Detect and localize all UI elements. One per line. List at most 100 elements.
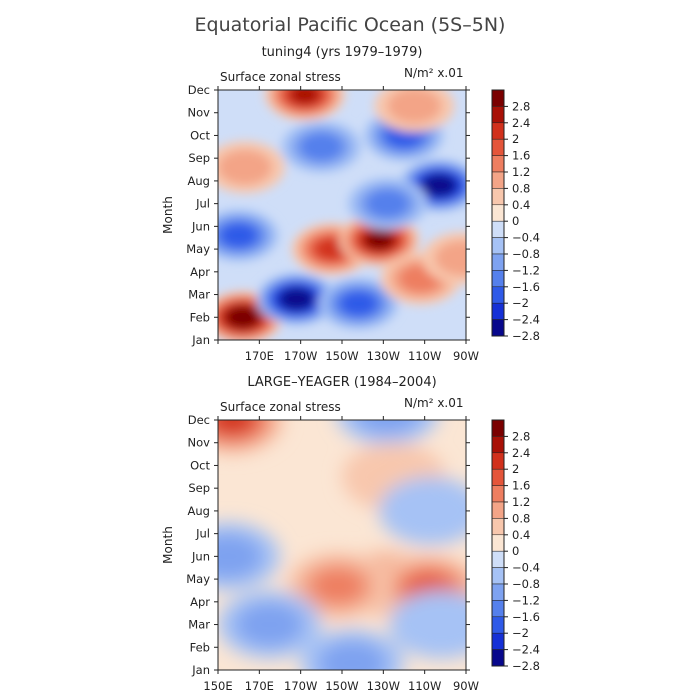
- colorbar-label-11: −1.6: [512, 280, 540, 294]
- panel2-units: N/m² x.01: [404, 396, 464, 410]
- colorbar-swatch-0: [491, 89, 505, 107]
- colorbar-swatch-1: [491, 436, 505, 454]
- colorbar-swatch-11: [491, 270, 505, 288]
- x-tick-label-150w: 150W: [325, 679, 358, 693]
- x-tick-label-130w: 130W: [367, 679, 400, 693]
- colorbar-label-0: 2.8: [512, 99, 530, 113]
- colorbar-swatch-10: [491, 253, 505, 271]
- figure-title: Equatorial Pacific Ocean (5S–5N): [195, 14, 506, 36]
- colorbar-swatch-5: [491, 171, 505, 189]
- colorbar-label-5: 0.8: [512, 511, 530, 525]
- field-feature-0: [218, 420, 252, 433]
- panel2-y-axis: Jan Feb Mar Apr May Jun Jul Aug Sep Oct Nov Dec: [186, 413, 470, 677]
- colorbar-swatch-3: [491, 138, 505, 156]
- field-feature-2: [340, 291, 377, 316]
- colorbar-label-14: −2.8: [512, 659, 540, 673]
- y-tick-label-sep: Sep: [188, 481, 210, 495]
- colorbar-swatch-11: [491, 600, 505, 618]
- field-feature-5: [318, 640, 387, 670]
- field-blobs: [218, 90, 466, 340]
- colorbar-label-10: −1.2: [512, 263, 540, 277]
- panel2-subtitle: Surface zonal stress: [220, 400, 341, 414]
- y-tick-label-dec: Dec: [188, 413, 210, 427]
- y-tick-label-jul: Jul: [195, 527, 210, 541]
- colorbar-swatch-12: [491, 286, 505, 304]
- panel2-ylabel: Month: [161, 526, 175, 564]
- colorbar-swatch-10: [491, 583, 505, 601]
- colorbar-label-11: −1.6: [512, 610, 540, 624]
- y-tick-label-mar: Mar: [188, 288, 210, 302]
- x-tick-label-110w: 110W: [408, 349, 441, 363]
- field-feature-4: [235, 602, 304, 648]
- x-tick-label-150e: 150E: [203, 679, 232, 693]
- colorbar-swatch-4: [491, 485, 505, 503]
- x-tick-label-90w: 90W: [453, 679, 479, 693]
- colorbar-swatch-5: [491, 501, 505, 519]
- colorbar-swatch-6: [491, 518, 505, 536]
- y-tick-label-nov: Nov: [188, 436, 211, 450]
- y-tick-label-apr: Apr: [190, 595, 210, 609]
- colorbar-label-7: 0: [512, 544, 519, 558]
- colorbar-label-6: 0.4: [512, 198, 530, 212]
- y-tick-label-jan: Jan: [191, 333, 210, 347]
- colorbar-frame: [491, 419, 505, 667]
- field-feature-3: [315, 238, 348, 260]
- panel2-heatmap-field: [218, 420, 466, 670]
- colorbar-swatch-13: [491, 632, 505, 650]
- colorbar-label-14: −2.8: [512, 329, 540, 343]
- field-feature-0: [230, 309, 256, 326]
- colorbar-label-4: 1.2: [512, 165, 530, 179]
- panel1-title: tuning4 (yrs 1979–1979): [262, 45, 423, 60]
- colorbar-swatch-13: [491, 302, 505, 320]
- field-feature-10: [389, 590, 466, 659]
- colorbar-label-8: −0.4: [512, 561, 540, 575]
- panel1-units-text: N/m² x.01: [404, 66, 464, 80]
- field-feature-8: [366, 189, 409, 218]
- x-tick-label-170e: 170E: [245, 679, 274, 693]
- y-tick-label-jul: Jul: [195, 197, 210, 211]
- y-tick-label-jan: Jan: [191, 663, 210, 677]
- field-feature-9: [300, 133, 343, 161]
- colorbar-label-5: 0.8: [512, 181, 530, 195]
- colorbar-label-3: 1.6: [512, 149, 530, 163]
- field-blobs: [218, 420, 466, 670]
- y-tick-label-mar: Mar: [188, 618, 210, 632]
- colorbar-swatch-9: [491, 567, 505, 585]
- y-tick-label-jun: Jun: [191, 549, 210, 563]
- field-feature-14: [434, 240, 466, 276]
- panel1-units: N/m² x.01: [404, 66, 464, 80]
- colorbar-swatch-2: [491, 122, 505, 140]
- field-feature-1: [283, 290, 310, 308]
- y-tick-label-oct: Oct: [190, 128, 210, 142]
- colorbar-label-4: 1.2: [512, 495, 530, 509]
- colorbar-label-8: −0.4: [512, 231, 540, 245]
- y-tick-label-aug: Aug: [188, 174, 210, 188]
- x-tick-label-170e: 170E: [245, 349, 274, 363]
- panel-tuning4: tuning4 (yrs 1979–1979) Surface zonal st…: [161, 45, 540, 363]
- y-tick-label-apr: Apr: [190, 265, 210, 279]
- field-feature-4: [366, 231, 393, 249]
- field-feature-9: [378, 476, 466, 545]
- panel2-units-text: N/m² x.01: [404, 396, 464, 410]
- y-tick-label-aug: Aug: [188, 504, 210, 518]
- x-tick-label-170w: 170W: [284, 349, 317, 363]
- y-tick-label-may: May: [186, 242, 210, 256]
- panel-large-yeager: LARGE–YEAGER (1984–2004) Surface zonal s…: [161, 375, 540, 693]
- panel1-colorbar: 2.8 2.4 2 1.6 1.2 0.8 0.4 0 −0.4 −0.8 −1.2 −1.6 −2 −2…: [491, 89, 540, 343]
- panel2-x-axis: 150E 170E 170W 150W 130W 110W 90W: [203, 416, 479, 693]
- field-feature-11: [290, 90, 320, 104]
- field-feature-3: [311, 568, 365, 604]
- colorbar-label-6: 0.4: [512, 528, 530, 542]
- field-feature-7: [425, 176, 453, 195]
- colorbar-swatch-8: [491, 550, 505, 568]
- panel1-x-axis: 170E 170W 150W 130W 110W 90W: [217, 86, 479, 363]
- field-feature-13: [218, 149, 272, 185]
- colorbar-swatch-1: [491, 106, 505, 124]
- colorbar-swatch-2: [491, 452, 505, 470]
- colorbar-label-10: −1.2: [512, 593, 540, 607]
- y-tick-label-may: May: [186, 572, 210, 586]
- y-tick-label-sep: Sep: [188, 151, 210, 165]
- colorbar-frame: [491, 89, 505, 337]
- colorbar-swatch-0: [491, 419, 505, 437]
